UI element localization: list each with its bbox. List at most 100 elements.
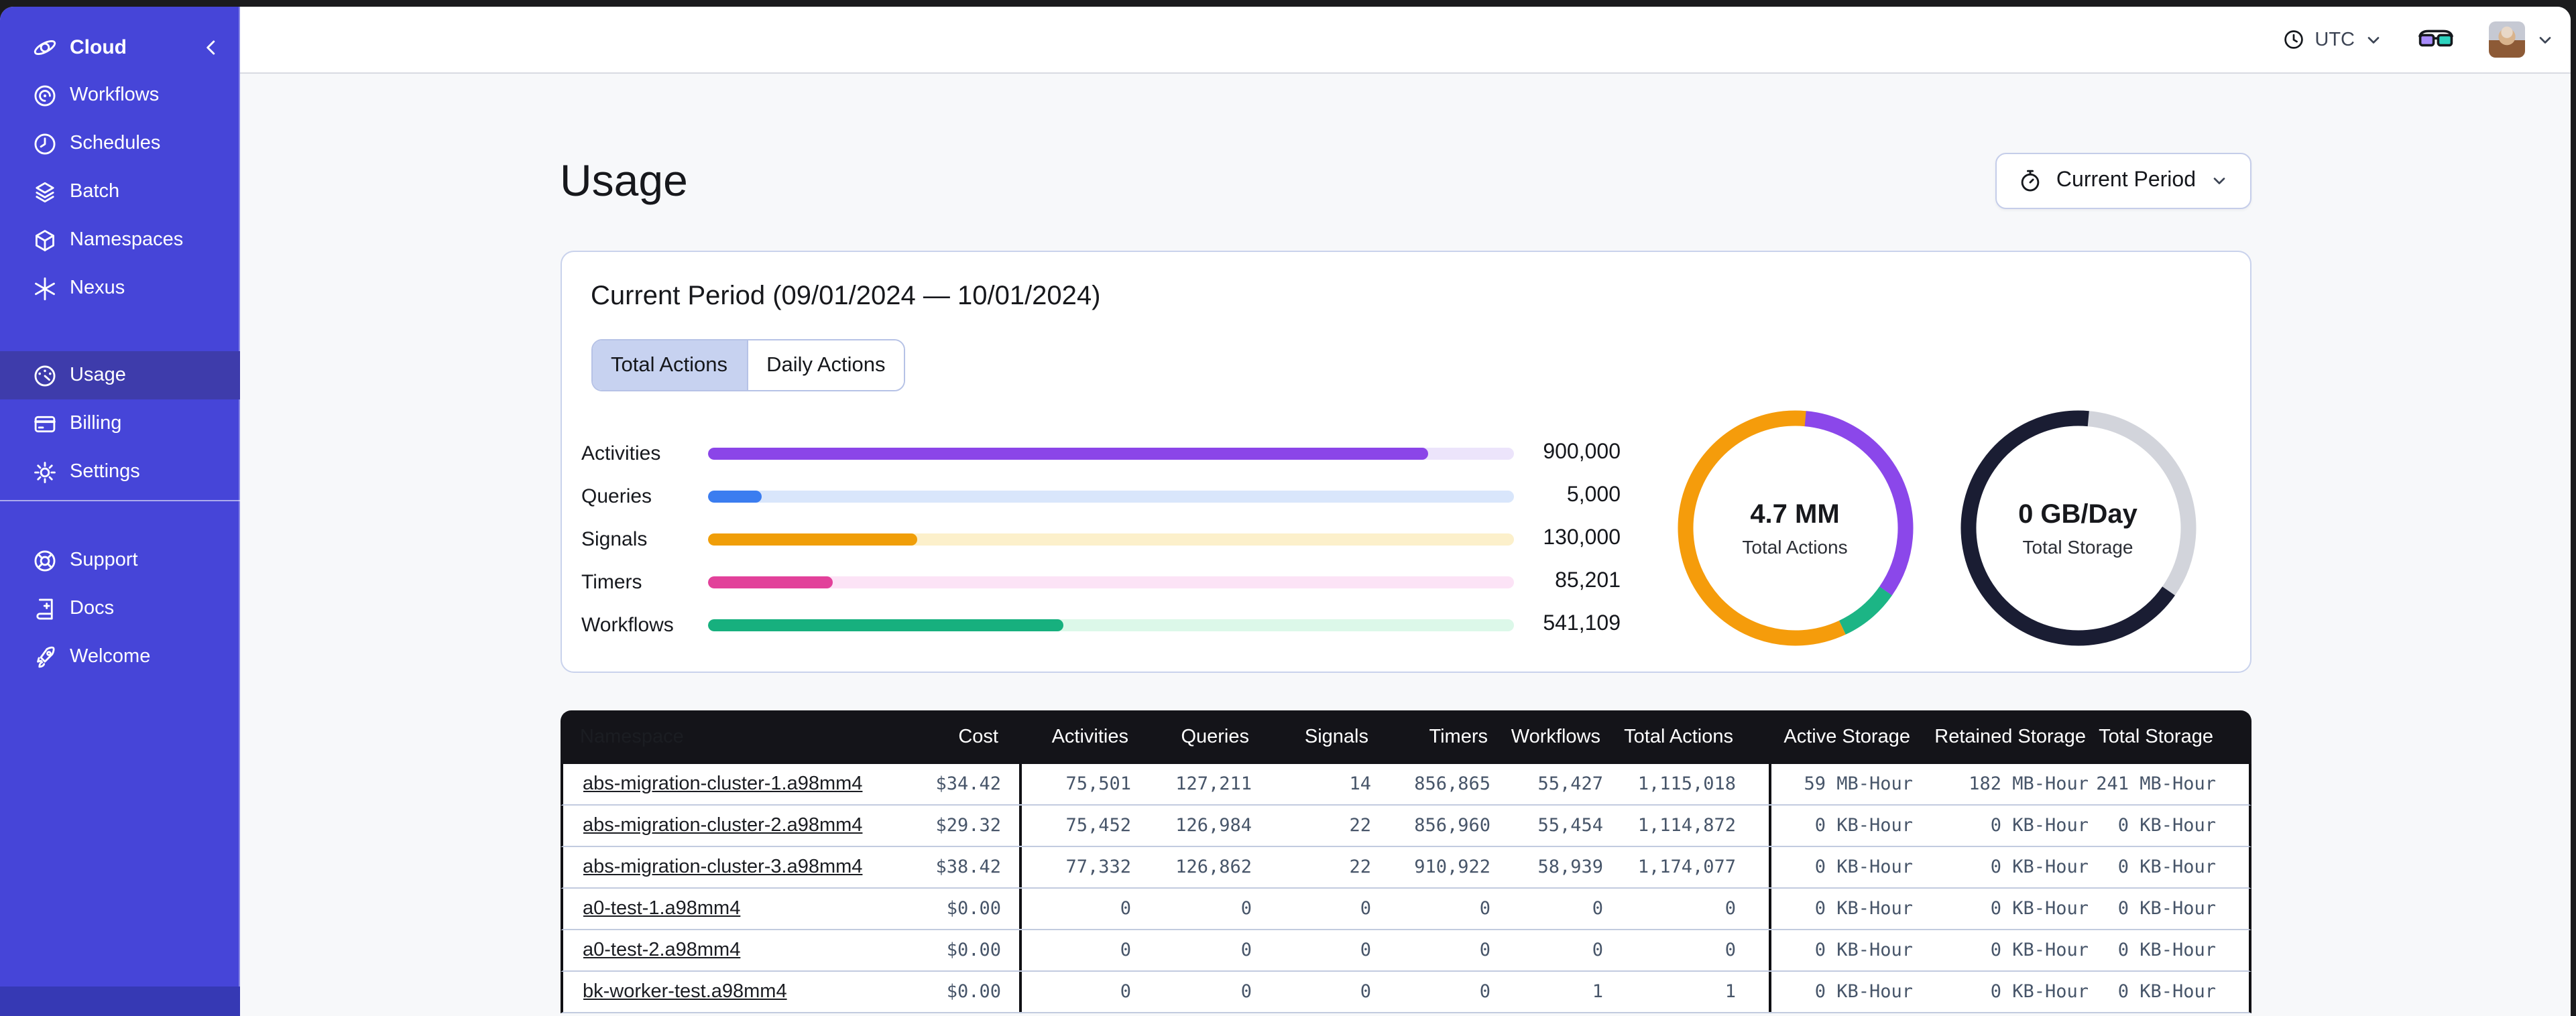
bar-value: 541,109	[1543, 613, 1621, 635]
chevron-down-icon	[2539, 36, 2551, 43]
table-cell: 0	[1360, 940, 1371, 961]
table-column-divider	[1768, 806, 1771, 846]
table-cell: 910,922	[1414, 856, 1490, 878]
usage-gauge-icon	[32, 363, 58, 388]
table-cell: $34.42	[935, 773, 1001, 795]
bar-value: 900,000	[1543, 441, 1621, 464]
column-header-cost: Cost	[958, 726, 998, 748]
tab-daily-actions[interactable]: Daily Actions	[746, 340, 904, 390]
namespace-link[interactable]: a0-test-1.a98mm4	[583, 898, 741, 919]
bar-value: 5,000	[1566, 484, 1621, 507]
feedback-glasses-button[interactable]	[2418, 27, 2454, 52]
period-selector-button[interactable]: Current Period	[1995, 153, 2251, 209]
donut-center-value: 0 GB/Day	[2018, 499, 2138, 529]
sidebar-item-schedules[interactable]: Schedules	[0, 119, 240, 168]
table-row[interactable]: abs-migration-cluster-1.a98mm4 $34.42 75,5…	[560, 764, 2251, 806]
account-menu[interactable]	[2489, 21, 2555, 58]
bar-label: Activities	[581, 442, 661, 464]
table-row[interactable]: abs-migration-cluster-2.a98mm4 $29.32 75,4…	[560, 806, 2251, 847]
table-column-divider	[1018, 806, 1021, 846]
table-row[interactable]: a0-test-1.a98mm4 $0.00 0 0 0 0 0 0 0 KB-Hour 0 KB…	[560, 889, 2251, 930]
sidebar-item-label: Workflows	[70, 84, 160, 106]
namespace-link[interactable]: abs-migration-cluster-1.a98mm4	[583, 773, 863, 795]
table-cell: 0	[1592, 940, 1603, 961]
avatar[interactable]	[2489, 21, 2525, 58]
sidebar-item-workflows[interactable]: Workflows	[0, 71, 240, 119]
table-cell: 1,174,077	[1637, 856, 1736, 878]
bar-track	[707, 447, 1513, 459]
table-cell: 1	[1592, 981, 1603, 1003]
batch-icon	[32, 179, 58, 204]
table-row[interactable]: bk-worker-test.a98mm4 $0.00 0 0 0 0 1 1 0 KB-Hou…	[560, 972, 2251, 1013]
sidebar-item-nexus[interactable]: Nexus	[0, 264, 240, 312]
support-icon	[32, 548, 58, 573]
chevron-down-icon	[2367, 36, 2380, 43]
sidebar-item-usage[interactable]: Usage	[0, 351, 240, 399]
total-storage-donut: 0 GB/Day Total Storage	[1960, 410, 2196, 646]
namespace-link[interactable]: bk-worker-test.a98mm4	[583, 981, 787, 1003]
table-cell: $0.00	[946, 898, 1001, 919]
cloud-orbit-icon	[32, 34, 58, 60]
table-cell: 856,960	[1414, 815, 1490, 836]
billing-icon	[32, 411, 58, 436]
table-cell: 77,332	[1065, 856, 1131, 878]
sidebar-item-label: Namespaces	[70, 229, 184, 251]
timezone-selector[interactable]: UTC	[2282, 28, 2383, 51]
sidebar-item-welcome[interactable]: Welcome	[0, 633, 240, 681]
table-column-divider	[1018, 930, 1021, 970]
table-cell: 126,984	[1175, 815, 1252, 836]
period-selector-label: Current Period	[2056, 169, 2196, 192]
sidebar-item-docs[interactable]: Docs	[0, 584, 240, 633]
column-header-total-storage: Total Storage	[2099, 726, 2213, 748]
settings-icon	[32, 459, 58, 485]
namespace-cell: abs-migration-cluster-2.a98mm4	[583, 815, 904, 836]
usage-card-title: Current Period (09/01/2024 — 10/01/2024)	[591, 281, 1101, 311]
table-cell: 22	[1349, 815, 1371, 836]
bar-fill	[707, 490, 762, 502]
usage-bar-row: Timers 85,201	[581, 560, 1621, 603]
bar-track	[707, 490, 1513, 502]
sidebar-item-label: Support	[70, 550, 138, 571]
namespace-link[interactable]: abs-migration-cluster-3.a98mm4	[583, 856, 863, 878]
bar-fill	[707, 576, 833, 588]
content: Usage Current Period Current Period (09/…	[240, 74, 2571, 1016]
table-cell: 0	[1479, 940, 1490, 961]
table-cell: 75,452	[1065, 815, 1131, 836]
sidebar-brand-cloud[interactable]: Cloud	[0, 23, 240, 71]
schedules-icon	[32, 131, 58, 156]
namespace-link[interactable]: abs-migration-cluster-2.a98mm4	[583, 815, 863, 836]
chevron-down-icon	[2213, 178, 2225, 184]
sidebar-item-billing[interactable]: Billing	[0, 399, 240, 448]
table-row[interactable]: a0-test-2.a98mm4 $0.00 0 0 0 0 0 0 0 KB-Hour 0 KB…	[560, 930, 2251, 972]
bar-track	[707, 576, 1513, 588]
table-cell: 0	[1479, 981, 1490, 1003]
column-header-namespace: Namespace	[580, 726, 684, 748]
namespace-cell: bk-worker-test.a98mm4	[583, 981, 904, 1003]
table-cell: 0	[1360, 898, 1371, 919]
sidebar-item-settings[interactable]: Settings	[0, 448, 240, 496]
table-cell: $38.42	[935, 856, 1001, 878]
table-cell: 0 KB-Hour	[2117, 898, 2216, 919]
tab-total-actions[interactable]: Total Actions	[592, 340, 747, 390]
column-header-queries: Queries	[1181, 726, 1249, 748]
table-row[interactable]: abs-migration-cluster-3.a98mm4 $38.42 77,3…	[560, 847, 2251, 889]
sidebar-item-namespaces[interactable]: Namespaces	[0, 216, 240, 264]
column-header-workflows: Workflows	[1511, 726, 1600, 748]
timezone-label: UTC	[2315, 29, 2355, 50]
sidebar-item-support[interactable]: Support	[0, 536, 240, 584]
stopwatch-icon	[2022, 170, 2040, 192]
table-cell: 0	[1240, 981, 1252, 1003]
usage-bar-row: Workflows 541,109	[581, 603, 1621, 646]
table-cell: 0 KB-Hour	[1814, 898, 1913, 919]
table-cell: 14	[1349, 773, 1371, 795]
sidebar-collapse-button[interactable]	[201, 37, 221, 57]
namespace-link[interactable]: a0-test-2.a98mm4	[583, 940, 741, 961]
sidebar-item-label: Schedules	[70, 133, 161, 154]
bar-label: Timers	[581, 570, 642, 593]
table-cell: 182 MB-Hour	[1969, 773, 2089, 795]
table-column-divider	[1768, 847, 1771, 887]
workflows-icon	[32, 82, 58, 108]
sidebar-item-batch[interactable]: Batch	[0, 168, 240, 216]
donut-center-sublabel: Total Actions	[1742, 535, 1848, 557]
bar-label: Queries	[581, 485, 652, 507]
